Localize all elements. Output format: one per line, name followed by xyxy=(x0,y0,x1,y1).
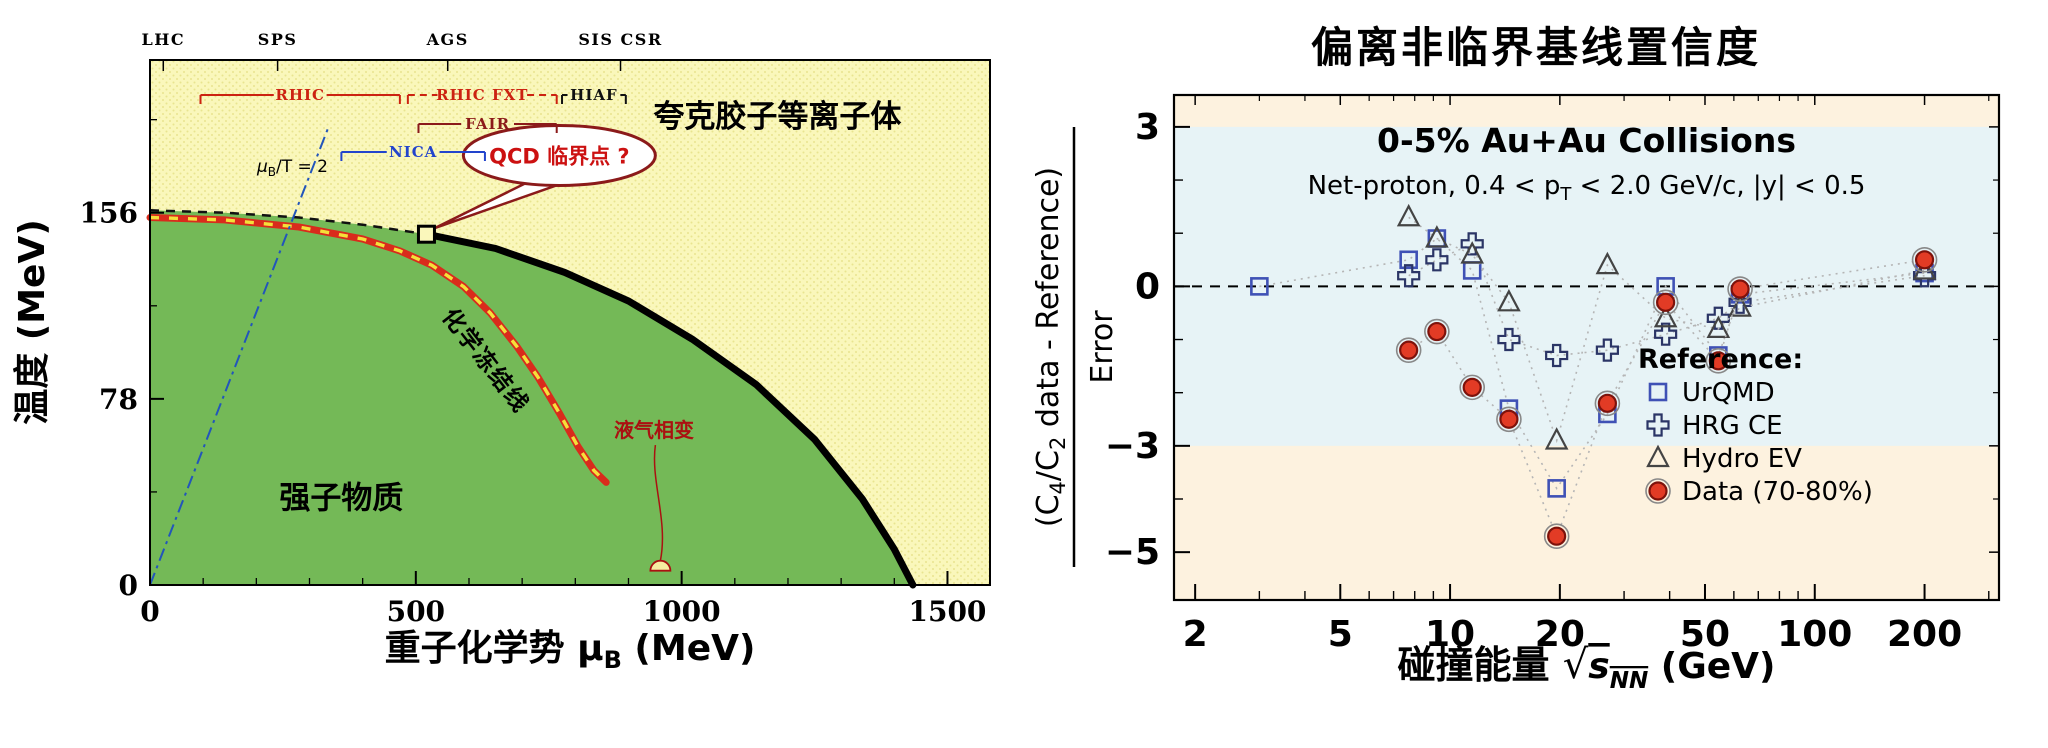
svg-text:HRG CE: HRG CE xyxy=(1682,411,1783,441)
series-hrg-ce xyxy=(1397,232,1937,368)
svg-text:HIAF: HIAF xyxy=(570,86,617,104)
svg-text:0: 0 xyxy=(1135,266,1160,307)
svg-text:LHC: LHC xyxy=(141,30,185,49)
series-hydro-ev xyxy=(1396,203,1937,450)
svg-text:100: 100 xyxy=(1777,614,1852,655)
significance-chart: 2 5 10 20 50 100 200 3 0 −3 −5 碰撞能量 √sNN (GeV) (C4/C… xyxy=(1031,93,2001,694)
svg-text:强子物质: 强子物质 xyxy=(279,481,403,517)
liquid-gas-group: 液气相变 xyxy=(614,418,694,572)
svg-text:液气相变: 液气相变 xyxy=(614,418,694,442)
svg-text:夸克胶子等离子体: 夸克胶子等离子体 xyxy=(653,99,901,135)
svg-text:SPS: SPS xyxy=(258,30,298,49)
svg-text:碰撞能量 √sNN (GeV): 碰撞能量 √sNN (GeV) xyxy=(1398,642,1776,694)
svg-text:200: 200 xyxy=(1887,614,1962,655)
svg-text:Error: Error xyxy=(1085,310,1120,384)
svg-text:Hydro EV: Hydro EV xyxy=(1682,444,1802,474)
mub-over-t-line xyxy=(149,126,330,586)
svg-text:20: 20 xyxy=(1535,614,1585,655)
svg-text:NICA: NICA xyxy=(389,143,437,161)
svg-text:50: 50 xyxy=(1680,614,1730,655)
data-series xyxy=(1250,203,1938,550)
callout-bubble xyxy=(461,123,657,187)
svg-text:3: 3 xyxy=(1135,107,1160,148)
facility-labels: LHC SPS AGS SIS CSR xyxy=(141,30,662,71)
svg-text:1000: 1000 xyxy=(643,595,721,628)
critical-point-group: QCD 临界点 ? xyxy=(416,123,657,244)
svg-text:5: 5 xyxy=(1328,614,1353,655)
critical-point-marker xyxy=(416,224,436,244)
svg-text:0-5% Au+Au Collisions: 0-5% Au+Au Collisions xyxy=(1377,121,1796,160)
svg-text:−3: −3 xyxy=(1105,426,1160,467)
svg-text:1500: 1500 xyxy=(908,595,986,628)
plot-frame xyxy=(149,59,991,586)
svg-text:156: 156 xyxy=(80,197,138,230)
svg-text:(C4/C2 data - Reference): (C4/C2 data - Reference) xyxy=(1031,167,1070,527)
crossover-line xyxy=(149,209,427,236)
series-data-70-80- xyxy=(1395,246,1938,550)
axes: 0 500 1000 1500 0 78 156 重子化学势 μB (MeV) 温度 (MeV) xyxy=(12,119,986,674)
svg-text:0: 0 xyxy=(119,569,138,602)
axes: 2 5 10 20 50 100 200 3 0 −3 −5 碰撞能量 √sNN (GeV) (C4/C… xyxy=(1031,95,1999,694)
svg-text:−5: −5 xyxy=(1105,532,1160,573)
significance-panel: 偏离非临界基线置信度 2 5 10 20 50 100 200 3 0 −3 −5 碰撞能量 √sNN… xyxy=(1024,0,2048,748)
first-order-line xyxy=(423,230,917,589)
svg-text:重子化学势 μB (MeV): 重子化学势 μB (MeV) xyxy=(385,627,756,674)
hadronic-region xyxy=(150,210,913,586)
svg-text:500: 500 xyxy=(387,595,445,628)
freezeout-curve-dashes xyxy=(149,215,608,484)
facility-brackets: RHIC RHIC FXT HIAF FAIR NICA xyxy=(199,86,627,161)
plot-frame xyxy=(1172,93,2001,602)
y-axis-label: (C4/C2 data - Reference) Error xyxy=(1031,127,1120,567)
svg-text:AGS: AGS xyxy=(426,30,469,49)
svg-text:UrQMD: UrQMD xyxy=(1682,378,1775,408)
balloon-string xyxy=(653,444,664,561)
phase-diagram-panel: 夸克胶子等离子体 强子物质 化学冻结线 μB/T = 2 液气相变 QCD 临界点 ? LH… xyxy=(12,30,991,674)
svg-text:10: 10 xyxy=(1425,614,1475,655)
svg-text:FAIR: FAIR xyxy=(465,115,510,133)
svg-text:Net-proton, 0.4 < pT < 2.0 GeV: Net-proton, 0.4 < pT < 2.0 GeV/c, |y| < … xyxy=(1308,171,1866,205)
svg-text:RHIC: RHIC xyxy=(275,86,325,104)
svg-text:Reference:: Reference: xyxy=(1638,344,1803,375)
svg-text:温度 (MeV): 温度 (MeV) xyxy=(12,219,53,425)
svg-text:78: 78 xyxy=(99,383,138,416)
balloon-icon xyxy=(649,559,672,572)
svg-text:Data (70-80%): Data (70-80%) xyxy=(1682,477,1873,507)
significance-title: 偏离非临界基线置信度 xyxy=(1310,23,1761,72)
svg-text:RHIC FXT: RHIC FXT xyxy=(436,86,528,104)
phase-curves xyxy=(146,126,917,589)
svg-text:μB/T = 2: μB/T = 2 xyxy=(256,157,328,179)
svg-text:SIS CSR: SIS CSR xyxy=(578,30,662,49)
svg-text:2: 2 xyxy=(1183,614,1208,655)
svg-text:0: 0 xyxy=(140,595,159,628)
svg-text:QCD 临界点 ?: QCD 临界点 ? xyxy=(489,144,630,168)
annotations: 0-5% Au+Au Collisions Net-proton, 0.4 < p… xyxy=(1308,121,1866,205)
